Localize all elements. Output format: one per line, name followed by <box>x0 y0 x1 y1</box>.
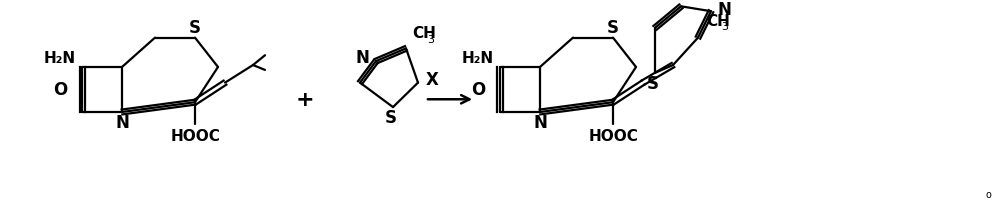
Text: 3: 3 <box>722 22 728 32</box>
Text: o: o <box>985 189 991 199</box>
Text: O: O <box>53 81 67 99</box>
Text: HOOC: HOOC <box>171 128 221 143</box>
Text: S: S <box>647 74 659 92</box>
Text: H₂N: H₂N <box>44 50 76 65</box>
Text: +: + <box>296 90 314 110</box>
Text: N: N <box>355 49 369 67</box>
Text: HOOC: HOOC <box>589 128 639 143</box>
Text: H₂N: H₂N <box>462 50 494 65</box>
Text: CH: CH <box>706 14 730 28</box>
Text: CH: CH <box>412 26 436 41</box>
Text: N: N <box>115 113 129 131</box>
Text: N: N <box>533 113 547 131</box>
Text: S: S <box>607 19 619 37</box>
Text: S: S <box>189 19 201 37</box>
Text: X: X <box>426 70 438 88</box>
Text: 3: 3 <box>427 34 434 44</box>
Text: O: O <box>471 81 485 99</box>
Text: S: S <box>385 108 397 126</box>
Text: N: N <box>717 1 731 19</box>
